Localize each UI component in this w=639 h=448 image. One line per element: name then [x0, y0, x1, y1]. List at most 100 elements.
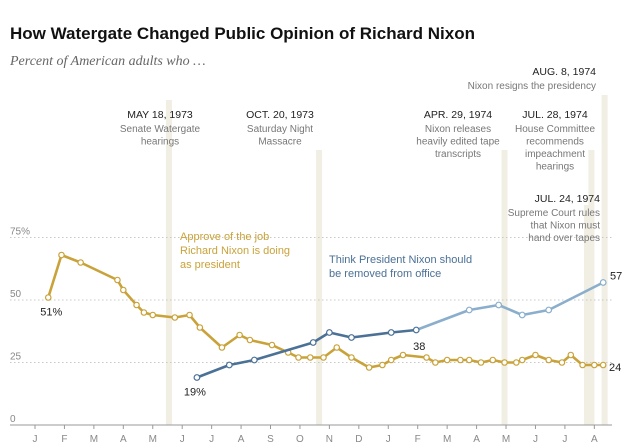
- x-tick-label: F: [415, 434, 421, 445]
- approve-point: [236, 331, 243, 339]
- x-tick-label: J: [533, 434, 538, 445]
- approve-point: [489, 356, 497, 364]
- remove-series-label: be removed from office: [329, 268, 441, 280]
- y-tick-label: 50: [10, 289, 22, 300]
- x-tick-label: A: [591, 434, 598, 445]
- approve-point: [423, 354, 430, 361]
- approve-point: [348, 354, 355, 361]
- remove-point: [325, 329, 333, 336]
- x-tick-label: M: [90, 434, 98, 445]
- remove-point: [465, 306, 473, 314]
- x-tick-label: O: [296, 434, 304, 445]
- approve-point: [306, 354, 314, 361]
- event-desc-label: that Nixon must: [531, 221, 601, 232]
- remove-point: [309, 339, 317, 346]
- approve-point: [591, 361, 598, 369]
- approve-point: [599, 361, 607, 369]
- remove-point: [193, 374, 201, 381]
- x-tick-label: F: [61, 434, 67, 445]
- event-bar: [501, 150, 508, 425]
- remove-start-label: 19%: [184, 387, 206, 399]
- event-desc-label: Nixon releases: [425, 124, 491, 135]
- event-bar: [165, 100, 172, 425]
- event-desc-label: heavily edited tape: [416, 137, 500, 148]
- approve-point: [465, 356, 473, 364]
- x-tick-label: S: [267, 434, 274, 445]
- x-tick-label: M: [443, 434, 451, 445]
- y-tick-label: 75%: [10, 227, 30, 238]
- approve-point: [518, 356, 526, 364]
- approve-point: [58, 251, 65, 259]
- x-tick-label: A: [120, 434, 127, 445]
- approve-point: [149, 311, 157, 319]
- approve-point: [268, 341, 276, 349]
- approve-line: [47, 253, 604, 369]
- approve-point: [443, 356, 451, 364]
- remove-line-late: [415, 281, 604, 332]
- remove-line: [196, 328, 417, 379]
- approve-point: [399, 351, 407, 359]
- remove-point: [495, 301, 503, 309]
- x-tick-label: A: [473, 434, 480, 445]
- approve-point: [44, 294, 52, 301]
- x-tick-label: N: [326, 434, 333, 445]
- approve-point: [387, 356, 395, 364]
- x-tick-label: M: [502, 434, 510, 445]
- x-tick-label: J: [562, 434, 567, 445]
- event-desc-label: recommends: [526, 137, 584, 148]
- event-desc-label: hearings: [141, 137, 179, 148]
- approve-point: [567, 351, 575, 359]
- event-desc-label: impeachment: [525, 149, 585, 160]
- event-date-label: OCT. 20, 1973: [246, 109, 314, 121]
- remove-point: [225, 361, 233, 369]
- event-date-label: JUL. 24, 1974: [535, 193, 601, 205]
- x-tick-label: A: [238, 434, 245, 445]
- approve-series-label: as president: [180, 259, 240, 271]
- event-date-label: APR. 29, 1974: [424, 109, 492, 121]
- approve-point: [457, 356, 464, 364]
- event-desc-label: Nixon resigns the presidency: [468, 81, 596, 92]
- approve-point: [558, 359, 566, 366]
- remove-point: [387, 329, 395, 336]
- approve-point: [532, 351, 539, 359]
- approve-point: [186, 311, 193, 319]
- event-date-label: AUG. 8, 1974: [532, 66, 596, 78]
- approve-point: [120, 286, 127, 294]
- remove-end-label: 57: [610, 271, 622, 283]
- remove-point: [250, 356, 258, 364]
- approve-point: [545, 356, 553, 364]
- approve-point: [196, 324, 204, 331]
- event-desc-label: hearings: [536, 162, 574, 173]
- remove-highlight-label: 38: [413, 341, 425, 353]
- y-tick-label: 25: [10, 352, 22, 363]
- approve-point: [379, 361, 386, 369]
- approve-start-label: 51%: [40, 307, 62, 319]
- event-desc-label: Massacre: [258, 137, 302, 148]
- event-desc-label: transcripts: [435, 149, 481, 160]
- event-bar: [316, 150, 323, 425]
- event-desc-label: Supreme Court rules: [508, 208, 600, 219]
- approve-point: [501, 359, 508, 366]
- approve-end-label: 24: [609, 362, 621, 374]
- chart-title: How Watergate Changed Public Opinion of …: [10, 24, 476, 43]
- approve-point: [218, 344, 226, 351]
- approve-point: [114, 276, 121, 284]
- remove-point: [545, 306, 553, 314]
- x-tick-label: J: [33, 434, 38, 445]
- approve-point: [333, 344, 341, 351]
- approve-point: [133, 301, 140, 309]
- approve-point: [77, 259, 84, 266]
- x-tick-label: D: [355, 434, 362, 445]
- approve-point: [365, 364, 373, 371]
- event-bar: [601, 95, 608, 425]
- approve-point: [295, 354, 302, 361]
- remove-point: [348, 334, 355, 341]
- chart-subtitle: Percent of American adults who …: [10, 54, 206, 69]
- y-tick-label: 0: [10, 414, 16, 425]
- x-tick-label: J: [209, 434, 214, 445]
- event-desc-label: Saturday Night: [247, 124, 313, 135]
- event-desc-label: House Committee: [515, 124, 595, 135]
- x-tick-label: J: [180, 434, 185, 445]
- approve-point: [171, 314, 179, 321]
